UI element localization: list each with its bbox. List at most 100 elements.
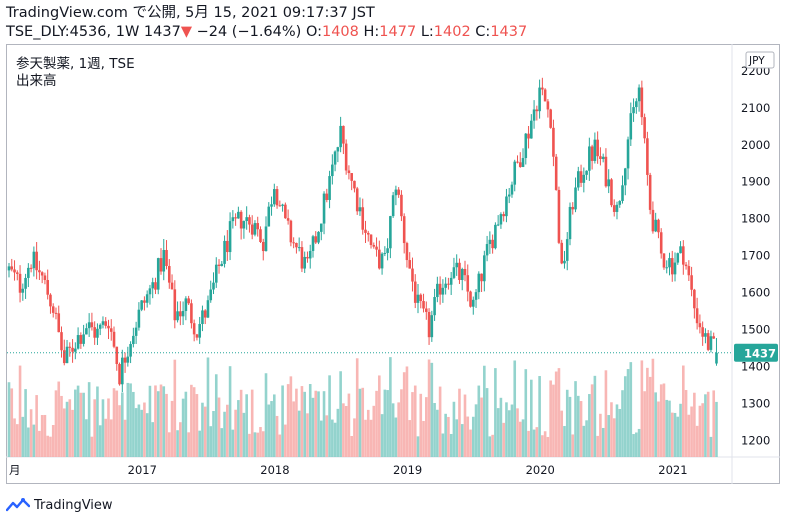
candle-body — [590, 146, 594, 161]
volume-bar — [400, 389, 403, 457]
price-chart[interactable]: 1200 1300 1400 1500 1600 1700 1800 1900 2000 2100… — [6, 44, 780, 484]
volume-bar — [394, 417, 398, 457]
y-tick-label: 1600 — [741, 286, 770, 300]
volume-bar — [554, 371, 558, 457]
candle-body — [270, 204, 273, 207]
candle-body — [137, 309, 141, 328]
candle-body — [87, 322, 91, 329]
volume-bar — [286, 384, 290, 457]
volume-bar — [85, 419, 88, 457]
volume-bar — [496, 408, 500, 457]
volume-bar — [96, 386, 99, 457]
volume-bar — [593, 375, 597, 457]
candle-body — [322, 193, 326, 224]
candle-body — [560, 242, 564, 264]
candle-body — [109, 328, 113, 332]
volume-bar — [378, 375, 381, 457]
volume-bar — [422, 420, 425, 457]
candle-body — [394, 189, 398, 196]
volume-bar — [505, 402, 508, 457]
volume-bar — [237, 400, 240, 457]
candle-body — [295, 242, 298, 248]
candle-body — [65, 346, 69, 364]
volume-bar — [687, 414, 691, 457]
candle-body — [507, 194, 511, 197]
volume-bar — [190, 384, 193, 457]
candle-body — [281, 204, 284, 206]
volume-bar — [684, 390, 688, 457]
volume-bar — [71, 409, 74, 457]
volume-bar — [264, 373, 268, 457]
candle-body — [278, 205, 282, 207]
volume-bar — [488, 436, 492, 457]
candle-body — [104, 321, 108, 326]
volume-bar — [709, 436, 713, 457]
tradingview-logo-icon — [6, 498, 30, 512]
volume-bar — [585, 420, 588, 457]
candle-body — [253, 223, 257, 235]
volume-bar — [397, 402, 400, 457]
candle-body — [397, 189, 400, 195]
volume-bar — [679, 403, 682, 457]
volume-bar — [46, 435, 49, 457]
volume-bar — [552, 384, 555, 457]
volume-bar — [560, 410, 564, 457]
volume-bar — [704, 394, 707, 457]
volume-bar — [430, 362, 434, 457]
volume-bar — [60, 395, 63, 457]
volume-bar — [546, 436, 550, 457]
volume-bar — [35, 395, 38, 457]
candle-body — [402, 216, 406, 244]
candle-body — [339, 125, 342, 148]
y-tick-label: 1500 — [741, 323, 770, 337]
volume-bar — [228, 366, 232, 457]
candle-body — [51, 306, 55, 313]
last-price-badge — [734, 343, 778, 362]
volume-bar — [673, 412, 677, 457]
candle-body — [615, 204, 619, 212]
volume-bar — [588, 394, 591, 457]
volume-bar — [234, 409, 237, 457]
candle-body — [449, 277, 453, 285]
candle-body — [654, 219, 657, 232]
volume-bar — [107, 398, 110, 457]
volume-bar — [527, 430, 530, 457]
y-tick-label: 1300 — [741, 396, 770, 410]
candle-body — [173, 289, 177, 321]
volume-bar — [612, 418, 616, 457]
volume-bar — [250, 389, 254, 457]
candle-body — [286, 218, 290, 221]
candle-body — [239, 211, 243, 229]
candle-body — [369, 234, 373, 245]
candle-body — [483, 255, 486, 282]
volume-bar — [499, 397, 503, 457]
candle-body — [325, 193, 329, 200]
candle-body — [469, 291, 472, 307]
volume-bar — [466, 416, 470, 457]
candle-body — [132, 335, 135, 345]
volume-bar — [629, 362, 633, 457]
candle-body — [496, 224, 500, 226]
volume-bar — [21, 416, 25, 457]
volume-bar — [424, 397, 428, 457]
y-tick-label: 2100 — [741, 101, 770, 115]
candle-body — [314, 236, 318, 243]
candle-body — [690, 275, 693, 290]
volume-bar — [217, 397, 221, 457]
volume-bar — [214, 374, 218, 457]
volume-bar — [364, 419, 367, 457]
candle-body — [228, 221, 232, 253]
volume-bar — [715, 401, 718, 457]
x-tick-label: 2019 — [393, 463, 422, 477]
volume-bar — [284, 424, 287, 457]
candle-body — [391, 195, 395, 217]
volume-bar — [159, 384, 163, 457]
volume-bar — [162, 386, 166, 457]
candle-body — [494, 224, 497, 249]
volume-bar — [154, 385, 157, 457]
candle-body — [237, 211, 240, 219]
volume-bar — [582, 425, 586, 457]
volume-bar — [607, 415, 610, 457]
candle-body — [192, 323, 196, 335]
close-value: 1437 — [490, 24, 528, 40]
